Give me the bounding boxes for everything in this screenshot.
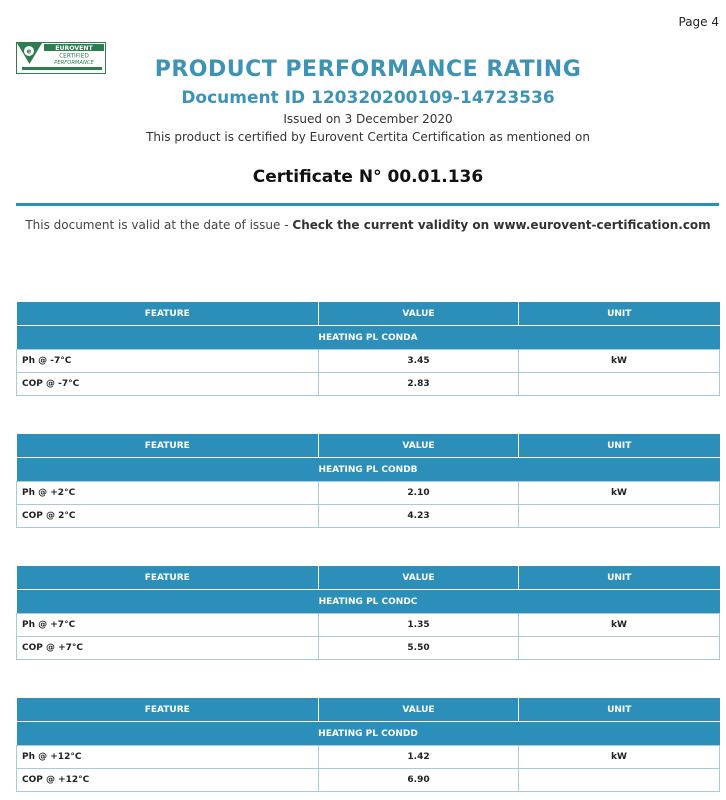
- value-cell: 1.35: [318, 613, 519, 637]
- feature-cell: COP @ -7°C: [16, 372, 319, 396]
- header-divider: [16, 203, 719, 206]
- column-header-value: VALUE: [318, 434, 519, 458]
- table-header-row: FEATURE VALUE UNIT: [16, 302, 720, 326]
- column-header-unit: UNIT: [518, 302, 720, 326]
- group-label: HEATING PL CONDD: [16, 721, 720, 746]
- certificate-number: Certificate N° 00.01.136: [252, 167, 484, 187]
- group-row: HEATING PL CONDD: [16, 721, 720, 746]
- eurovent-logo: e EUROVENT CERTIFIED PERFORMANCE: [16, 42, 106, 74]
- table-row: Ph @ -7°C 3.45 kW: [16, 349, 720, 373]
- table-header-row: FEATURE VALUE UNIT: [16, 566, 720, 590]
- column-header-feature: FEATURE: [16, 302, 319, 326]
- unit-cell: kW: [518, 745, 720, 769]
- page-number: Page 4: [678, 15, 720, 29]
- group-label: HEATING PL CONDB: [16, 457, 720, 482]
- svg-text:PERFORMANCE: PERFORMANCE: [54, 60, 94, 66]
- table-row: Ph @ +7°C 1.35 kW: [16, 613, 720, 637]
- value-cell: 1.42: [318, 745, 519, 769]
- table-row: COP @ +7°C 5.50: [16, 636, 720, 660]
- column-header-feature: FEATURE: [16, 434, 319, 458]
- table-row: Ph @ +2°C 2.10 kW: [16, 481, 720, 505]
- table-row: COP @ 2°C 4.23: [16, 504, 720, 528]
- column-header-value: VALUE: [318, 566, 519, 590]
- feature-cell: COP @ +7°C: [16, 636, 319, 660]
- svg-text:EUROVENT: EUROVENT: [55, 45, 93, 52]
- column-header-unit: UNIT: [518, 566, 720, 590]
- unit-cell: kW: [518, 613, 720, 637]
- feature-cell: COP @ 2°C: [16, 504, 319, 528]
- validity-link-text: Check the current validity on www.eurove…: [292, 218, 711, 232]
- performance-table-condb: FEATURE VALUE UNIT HEATING PL CONDB Ph @…: [16, 434, 720, 528]
- unit-cell: [518, 636, 720, 660]
- table-header-row: FEATURE VALUE UNIT: [16, 434, 720, 458]
- value-cell: 4.23: [318, 504, 519, 528]
- document-header: PRODUCT PERFORMANCE RATING Document ID 1…: [16, 56, 720, 188]
- validity-prefix: This document is valid at the date of is…: [25, 218, 293, 232]
- unit-cell: [518, 504, 720, 528]
- table-row: Ph @ +12°C 1.42 kW: [16, 745, 720, 769]
- table-header-row: FEATURE VALUE UNIT: [16, 698, 720, 722]
- performance-table-condd: FEATURE VALUE UNIT HEATING PL CONDD Ph @…: [16, 698, 720, 792]
- unit-cell: [518, 372, 720, 396]
- validity-notice: This document is valid at the date of is…: [16, 218, 720, 232]
- value-cell: 3.45: [318, 349, 519, 373]
- svg-text:e: e: [27, 48, 32, 56]
- group-label: HEATING PL CONDA: [16, 325, 720, 350]
- column-header-unit: UNIT: [518, 698, 720, 722]
- value-cell: 6.90: [318, 768, 519, 792]
- feature-cell: Ph @ +2°C: [16, 481, 319, 505]
- group-row: HEATING PL CONDB: [16, 457, 720, 482]
- column-header-feature: FEATURE: [16, 698, 319, 722]
- page-title: PRODUCT PERFORMANCE RATING: [154, 57, 582, 82]
- value-cell: 2.10: [318, 481, 519, 505]
- column-header-value: VALUE: [318, 302, 519, 326]
- column-header-value: VALUE: [318, 698, 519, 722]
- certification-statement: This product is certified by Eurovent Ce…: [146, 130, 590, 144]
- value-cell: 5.50: [318, 636, 519, 660]
- group-row: HEATING PL CONDC: [16, 589, 720, 614]
- document-id: Document ID 120320200109-14723536: [181, 88, 555, 108]
- issue-date: Issued on 3 December 2020: [283, 112, 453, 126]
- table-row: COP @ +12°C 6.90: [16, 768, 720, 792]
- unit-cell: kW: [518, 481, 720, 505]
- group-row: HEATING PL CONDA: [16, 325, 720, 350]
- performance-table-conda: FEATURE VALUE UNIT HEATING PL CONDA Ph @…: [16, 302, 720, 396]
- unit-cell: [518, 768, 720, 792]
- unit-cell: kW: [518, 349, 720, 373]
- group-label: HEATING PL CONDC: [16, 589, 720, 614]
- table-row: COP @ -7°C 2.83: [16, 372, 720, 396]
- column-header-unit: UNIT: [518, 434, 720, 458]
- value-cell: 2.83: [318, 372, 519, 396]
- feature-cell: Ph @ -7°C: [16, 349, 319, 373]
- feature-cell: Ph @ +7°C: [16, 613, 319, 637]
- feature-cell: Ph @ +12°C: [16, 745, 319, 769]
- svg-text:CERTIFIED: CERTIFIED: [59, 54, 89, 60]
- feature-cell: COP @ +12°C: [16, 768, 319, 792]
- column-header-feature: FEATURE: [16, 566, 319, 590]
- performance-table-condc: FEATURE VALUE UNIT HEATING PL CONDC Ph @…: [16, 566, 720, 660]
